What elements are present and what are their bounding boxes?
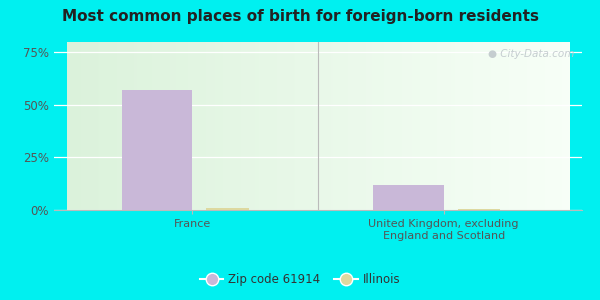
Bar	[206, 208, 248, 210]
Bar	[458, 209, 500, 210]
Text: ● City-Data.com: ● City-Data.com	[488, 49, 574, 59]
Text: Most common places of birth for foreign-born residents: Most common places of birth for foreign-…	[62, 9, 539, 24]
Bar	[373, 185, 444, 210]
Legend: Zip code 61914, Illinois: Zip code 61914, Illinois	[195, 269, 405, 291]
Bar	[122, 90, 192, 210]
